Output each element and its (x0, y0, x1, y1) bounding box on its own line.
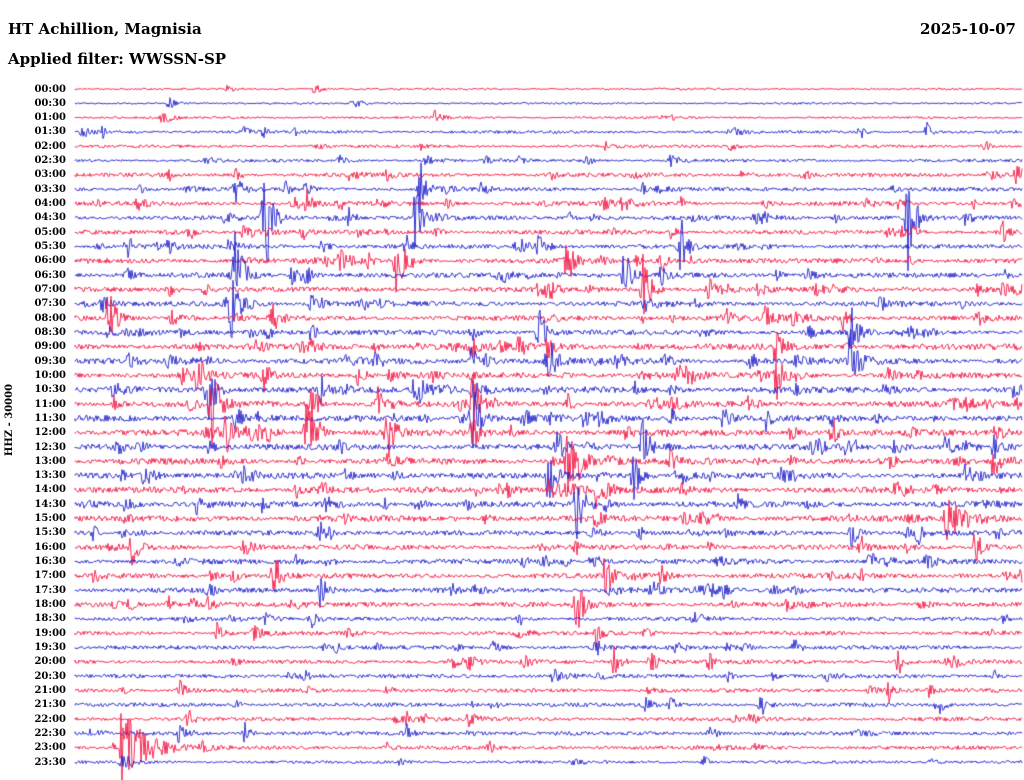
time-label: 06:30 (34, 269, 66, 281)
time-label: 09:30 (34, 355, 66, 367)
time-label: 11:30 (34, 412, 66, 424)
time-label: 00:30 (34, 97, 66, 109)
time-label: 18:30 (34, 613, 66, 625)
applied-filter-label: Applied filter: WWSSN-SP (8, 50, 227, 68)
time-label: 01:00 (34, 112, 66, 124)
time-label: 21:00 (34, 684, 66, 696)
time-label: 16:00 (34, 541, 66, 553)
time-label: 13:30 (34, 470, 66, 482)
station-title: HT Achillion, Magnisia (8, 20, 202, 38)
time-label: 16:30 (34, 556, 66, 568)
time-label: 15:30 (34, 527, 66, 539)
time-label: 09:00 (34, 341, 66, 353)
time-label: 06:00 (34, 255, 66, 267)
time-label: 20:00 (34, 656, 66, 668)
time-label: 07:00 (34, 283, 66, 295)
time-label: 02:30 (34, 155, 66, 167)
time-label: 10:30 (34, 384, 66, 396)
time-label: 17:00 (34, 570, 66, 582)
time-label: 15:00 (34, 513, 66, 525)
time-label: 14:00 (34, 484, 66, 496)
time-label: 14:30 (34, 498, 66, 510)
time-label: 23:30 (34, 756, 66, 768)
time-label: 20:30 (34, 670, 66, 682)
time-label: 18:00 (34, 599, 66, 611)
time-label: 03:00 (34, 169, 66, 181)
time-label: 22:30 (34, 727, 66, 739)
time-label: 10:00 (34, 369, 66, 381)
time-label: 04:00 (34, 198, 66, 210)
time-label: 04:30 (34, 212, 66, 224)
time-label: 07:30 (34, 298, 66, 310)
time-label: 23:00 (34, 742, 66, 754)
time-label: 21:30 (34, 699, 66, 711)
time-label: 01:30 (34, 126, 66, 138)
time-label: 12:00 (34, 427, 66, 439)
record-date: 2025-10-07 (920, 20, 1016, 38)
time-label: 11:00 (34, 398, 66, 410)
time-label: 19:30 (34, 641, 66, 653)
time-label: 08:30 (34, 326, 66, 338)
time-label: 00:00 (34, 83, 66, 95)
time-label: 02:00 (34, 140, 66, 152)
time-label: 12:30 (34, 441, 66, 453)
time-axis: 00:00 00:30 01:00 01:30 02:00 02:30 03:00 03:30… (0, 0, 68, 780)
time-label: 13:00 (34, 455, 66, 467)
time-label: 17:30 (34, 584, 66, 596)
time-label: 19:00 (34, 627, 66, 639)
time-label: 22:00 (34, 713, 66, 725)
time-label: 03:30 (34, 183, 66, 195)
time-label: 05:00 (34, 226, 66, 238)
time-label: 05:30 (34, 241, 66, 253)
time-label: 08:00 (34, 312, 66, 324)
